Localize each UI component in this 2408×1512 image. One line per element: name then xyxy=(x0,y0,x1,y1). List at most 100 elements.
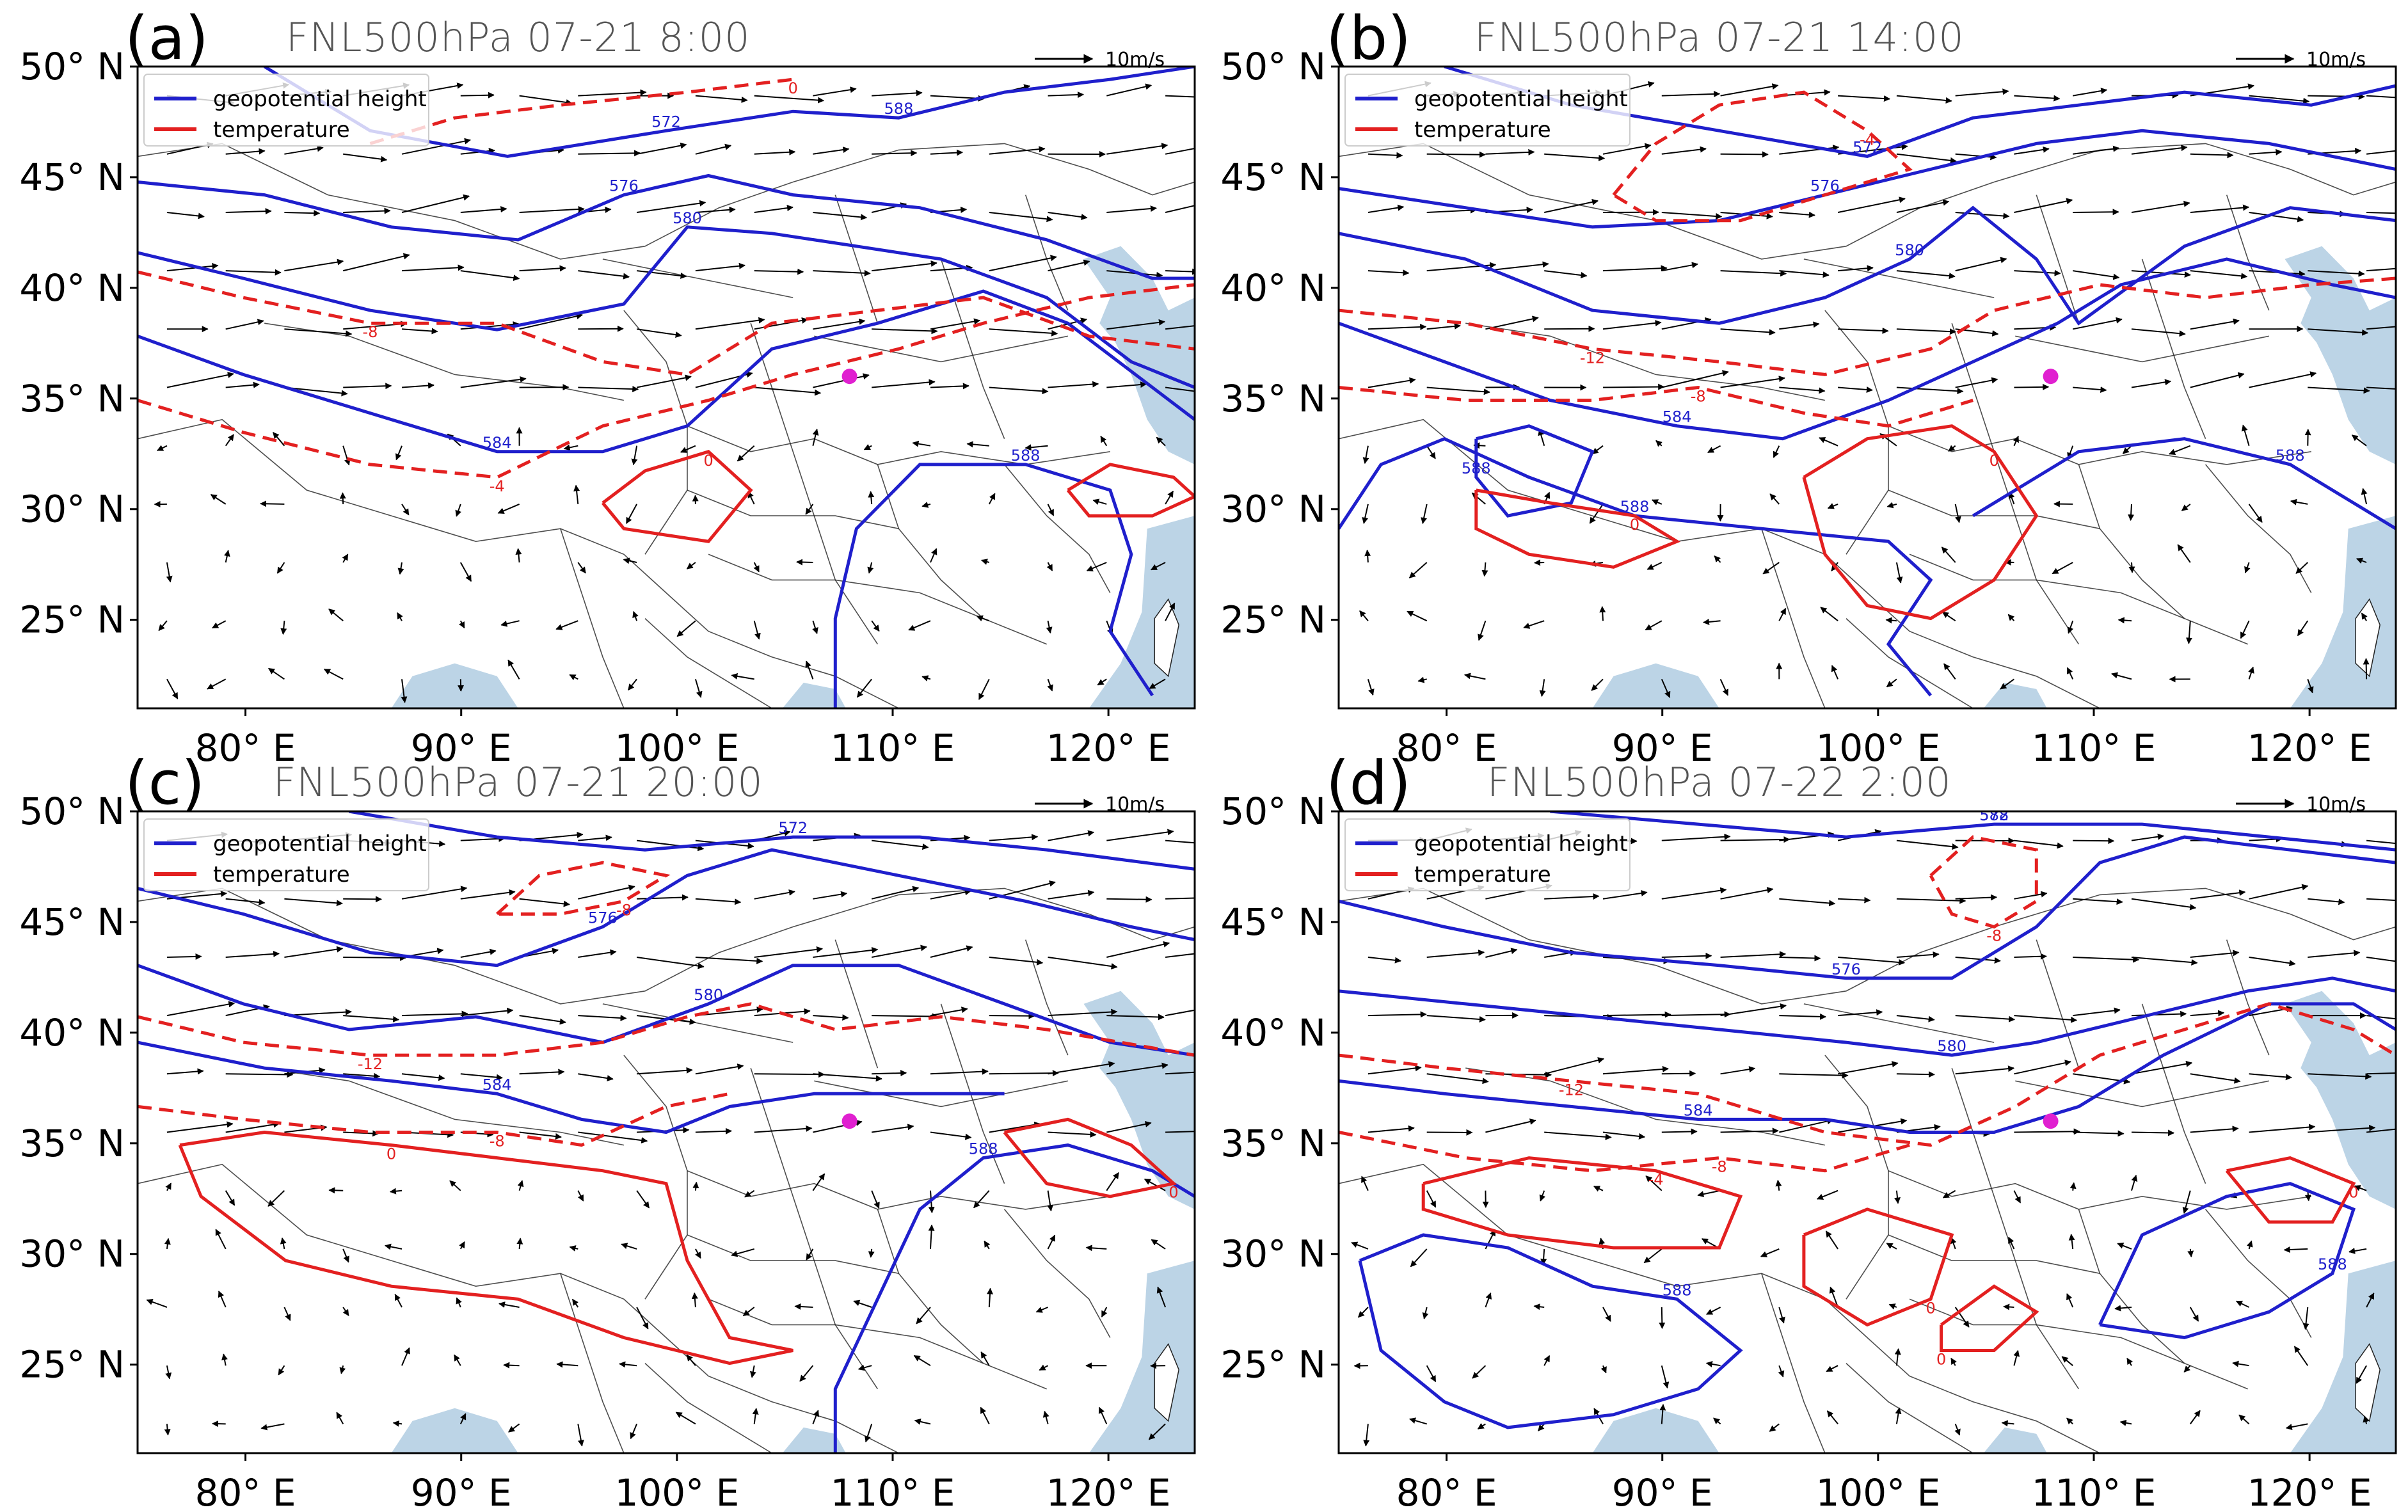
wind-vector xyxy=(276,562,285,574)
province-border xyxy=(2205,1209,2312,1338)
wind-vector xyxy=(1602,1307,1611,1322)
y-tick-label: 45° N xyxy=(1220,900,1326,944)
wind-vector xyxy=(2363,658,2370,680)
wind-vector xyxy=(278,1365,285,1376)
wind-vector xyxy=(1661,90,1721,97)
wind-vector xyxy=(637,1067,693,1075)
sea-region xyxy=(2284,991,2396,1209)
temperature-contour-label: 0 xyxy=(1168,1184,1178,1202)
wind-vector xyxy=(1106,1062,1168,1075)
height-contour xyxy=(1550,811,2396,852)
wind-vector xyxy=(2014,1015,2078,1023)
wind-vector xyxy=(343,1072,381,1079)
wind-vector xyxy=(2308,898,2345,905)
wind-vector xyxy=(343,1130,379,1137)
temperature-contour xyxy=(1339,385,1973,428)
wind-vector xyxy=(695,206,736,213)
wind-vector xyxy=(980,559,990,565)
wind-vector xyxy=(392,1420,403,1427)
wind-vector xyxy=(578,270,630,280)
wind-vector xyxy=(695,1063,744,1075)
temperature-contour-label: 0 xyxy=(1926,1299,1935,1317)
wind-vector xyxy=(267,1190,285,1207)
wind-vector xyxy=(1948,445,1956,452)
wind-vector xyxy=(2014,1128,2080,1135)
wind-vector xyxy=(813,212,868,221)
wind-vector xyxy=(1539,1190,1546,1202)
wind-vector xyxy=(1773,445,1780,458)
wind-vector xyxy=(273,432,285,447)
wind-vector xyxy=(2014,840,2064,849)
y-tick-label: 40° N xyxy=(1220,266,1326,310)
wind-vector xyxy=(2073,1130,2125,1137)
wind-vector xyxy=(1775,1179,1782,1191)
wind-vector xyxy=(1035,1307,1048,1313)
wind-vector xyxy=(973,1190,990,1209)
wind-vector xyxy=(1706,1307,1721,1315)
wind-vector xyxy=(1165,95,1195,98)
wind-vector xyxy=(1106,896,1152,903)
province-border xyxy=(1951,322,2080,645)
wind-vector xyxy=(813,1073,882,1082)
wind-vector xyxy=(166,678,179,699)
temperature-contour xyxy=(2225,1156,2356,1224)
wind-vector xyxy=(1719,678,1729,696)
wind-vector xyxy=(989,146,1046,155)
wind-vector xyxy=(754,95,825,104)
wind-vector xyxy=(2249,95,2310,104)
map-area: 572 576 580 584 588 -12 -8 -8 0 0 xyxy=(138,811,1195,1453)
province-border xyxy=(1888,1234,2100,1274)
wind-vector xyxy=(1819,437,1838,447)
wind-vector xyxy=(872,1124,914,1133)
wind-vector xyxy=(623,557,637,564)
axes-frame xyxy=(1337,65,2397,710)
wind-vector xyxy=(1086,562,1107,571)
wind-vector xyxy=(813,147,850,155)
wind-vector xyxy=(636,200,706,213)
wind-vector xyxy=(2073,88,2108,97)
wind-vector xyxy=(456,1297,462,1308)
map-area: 572 576 580 584 588 588 588 -12 -8 -4 0 0 xyxy=(1339,67,2396,708)
height-contour-label: 572 xyxy=(651,113,681,131)
wind-vector xyxy=(1471,492,1487,505)
wind-vector xyxy=(1025,444,1048,451)
wind-vector xyxy=(1165,897,1195,900)
province-border xyxy=(1846,1363,1973,1453)
wind-vector xyxy=(1896,897,1966,904)
wind-vector xyxy=(1888,1303,1897,1310)
temperature-contour xyxy=(1929,835,2038,929)
wind-vector xyxy=(1651,499,1662,505)
wind-vector xyxy=(164,1424,171,1436)
wind-vector xyxy=(812,620,818,635)
province-border xyxy=(644,1363,772,1453)
wind-vector xyxy=(2249,1124,2316,1133)
wind-vector xyxy=(1523,620,1545,629)
wind-vector xyxy=(2290,498,2308,505)
province-border xyxy=(750,1067,879,1390)
wind-vector xyxy=(2308,386,2370,394)
province-border xyxy=(1003,1209,1111,1338)
wind-vector xyxy=(980,1351,990,1366)
wind-vector xyxy=(1544,325,1595,332)
x-tick-label: 120° E xyxy=(2247,726,2372,770)
wind-vector xyxy=(507,659,520,680)
y-tick-label: 30° N xyxy=(1220,488,1326,531)
wind-vector xyxy=(2131,145,2188,155)
x-tick-label: 120° E xyxy=(2247,1471,2372,1512)
sea-region xyxy=(2284,246,2396,465)
wind-vector xyxy=(2014,269,2061,276)
wind-vector xyxy=(1106,381,1147,388)
wind-vector xyxy=(1106,83,1152,97)
wind-vector xyxy=(577,1190,584,1202)
wind-scale-label: 10m/s xyxy=(2306,49,2366,71)
wind-vector xyxy=(691,1292,698,1308)
wind-vector xyxy=(1426,1073,1489,1085)
wind-vector xyxy=(695,262,746,272)
panel-b: 572 576 580 584 588 588 588 -12 -8 -4 0 0 geopotenti… xyxy=(1220,4,2397,770)
wind-vector xyxy=(1047,1190,1054,1212)
wind-vector xyxy=(1367,377,1416,388)
wind-vector xyxy=(339,492,346,504)
height-contour-label: 588 xyxy=(1662,1281,1692,1299)
wind-vector xyxy=(1838,957,1906,966)
